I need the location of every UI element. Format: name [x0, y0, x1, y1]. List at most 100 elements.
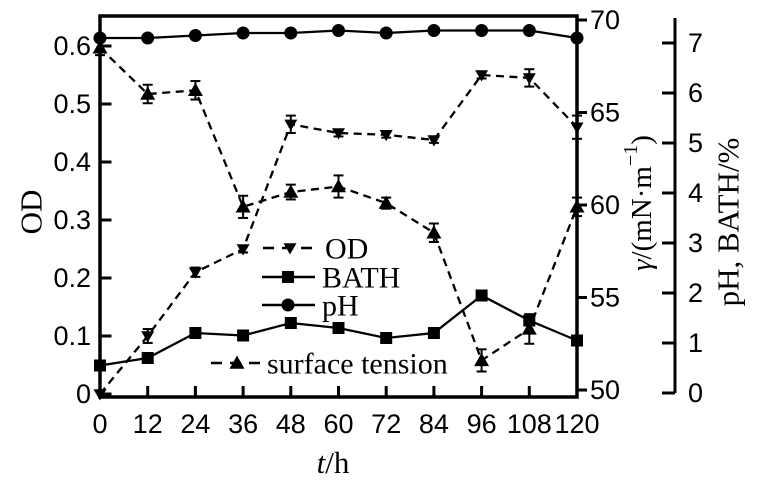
x-tick-label: 36 — [228, 409, 258, 439]
data-point-surface-tension — [378, 195, 394, 209]
legend-label-bath: BATH — [322, 262, 400, 295]
data-point-OD — [427, 135, 441, 147]
ph-bath-tick-label: 4 — [688, 178, 703, 208]
x-tick-label: 72 — [371, 409, 401, 439]
legend-marker-square — [282, 271, 294, 283]
y-right-inner-axis-title: γ/(mN·m−1) — [620, 135, 658, 271]
data-point-pH — [332, 24, 345, 37]
data-point-OD — [188, 267, 202, 279]
data-point-pH — [188, 29, 202, 42]
series-surface-tension — [92, 39, 585, 373]
x-tick-label: 108 — [507, 409, 552, 439]
data-point-OD — [570, 122, 584, 134]
x-tick-label: 84 — [419, 409, 449, 439]
ph-bath-tick-label: 6 — [688, 78, 703, 108]
y-left-tick-label: 0.4 — [53, 147, 91, 177]
x-tick-label: 48 — [276, 409, 306, 439]
x-axis-title-variable: t — [317, 445, 327, 480]
ph-bath-tick-label: 3 — [688, 228, 703, 258]
legend-symbols — [211, 243, 317, 369]
data-point-BATH — [380, 332, 393, 344]
data-point-OD — [332, 128, 345, 140]
data-point-BATH — [141, 352, 154, 364]
legend-marker-triangle-up — [229, 355, 245, 369]
data-point-pH — [522, 24, 536, 37]
x-tick-label: 24 — [180, 409, 210, 439]
data-point-OD — [522, 73, 536, 85]
x-tick-label: 96 — [467, 409, 497, 439]
data-point-pH — [284, 26, 298, 40]
data-point-BATH — [475, 289, 488, 302]
y-left-tick-label: 0 — [76, 379, 91, 409]
series-line — [99, 73, 578, 395]
data-point-pH — [427, 24, 441, 37]
data-point-surface-tension — [140, 86, 156, 100]
data-point-BATH — [94, 359, 106, 372]
gamma-tick-label: 55 — [590, 283, 620, 313]
legend-item-surface-tension — [211, 355, 263, 369]
data-point-surface-tension — [92, 40, 108, 54]
data-point-OD — [475, 70, 489, 82]
data-point-OD — [284, 119, 298, 131]
gamma-tick-label: 50 — [590, 375, 620, 405]
legend-label-ph: pH — [322, 290, 359, 323]
legend-item-OD — [263, 243, 317, 255]
gamma-unit-exponent: −1 — [620, 145, 642, 166]
y-right-outer-axis-title: pH, BATH/% — [711, 138, 746, 307]
legend-item-BATH — [262, 271, 315, 283]
plot-frame: 0 12 24 36 48 60 72 84 96 108 12000.10.20.30.40.50… — [53, 5, 703, 439]
gamma-unit: /(mN·m — [626, 166, 658, 260]
data-point-OD — [236, 244, 250, 256]
data-point-surface-tension — [235, 199, 251, 213]
data-point-pH — [475, 24, 489, 37]
data-point-surface-tension — [187, 82, 203, 96]
y-left-tick-label: 0.6 — [53, 31, 91, 61]
y-left-tick-label: 0.5 — [53, 89, 91, 119]
legend-label-od: OD — [325, 233, 368, 266]
ph-bath-tick-label: 7 — [688, 28, 703, 58]
legend-marker-circle — [281, 298, 295, 312]
legend-marker-triangle-down — [283, 243, 297, 255]
x-axis-title: t/h — [317, 445, 350, 480]
data-point-OD — [379, 130, 393, 142]
data-point-BATH — [189, 327, 202, 339]
gamma-tick-label: 60 — [590, 190, 620, 220]
ph-bath-tick-label: 2 — [688, 278, 703, 308]
data-point-OD — [141, 331, 155, 343]
series-pH — [93, 24, 584, 45]
gamma-unit-close: ) — [626, 135, 658, 145]
legend-label-surface-tension: surface tension — [267, 348, 448, 381]
data-point-surface-tension — [331, 179, 346, 193]
data-point-pH — [570, 31, 584, 45]
gamma-tick-label: 65 — [590, 98, 620, 128]
data-point-surface-tension — [474, 352, 490, 367]
data-point-pH — [141, 31, 155, 45]
data-point-surface-tension — [521, 321, 537, 335]
ph-bath-tick-label: 0 — [688, 378, 703, 408]
data-point-surface-tension — [283, 184, 299, 198]
x-tick-label: 12 — [133, 409, 163, 439]
y-left-axis-title: OD — [14, 190, 49, 235]
y-left-tick-label: 0.3 — [53, 205, 91, 235]
x-tick-label: 120 — [554, 409, 599, 439]
ph-bath-tick-label: 1 — [688, 328, 703, 358]
ph-bath-tick-label: 5 — [688, 128, 703, 158]
data-point-pH — [236, 26, 250, 40]
x-tick-label: 60 — [323, 409, 353, 439]
data-point-OD — [93, 389, 107, 401]
data-point-pH — [379, 26, 393, 40]
x-axis-title-unit: /h — [325, 445, 350, 480]
data-point-surface-tension — [426, 225, 442, 239]
legend-item-pH — [262, 298, 315, 312]
series-OD — [93, 68, 584, 401]
plot-border — [98, 14, 579, 399]
y-left-tick-label: 0.1 — [53, 321, 91, 351]
gamma-tick-label: 70 — [590, 5, 620, 35]
gamma-symbol: γ — [626, 258, 658, 271]
data-point-BATH — [284, 317, 297, 329]
data-point-surface-tension — [569, 199, 585, 213]
data-point-BATH — [237, 329, 250, 342]
data-point-BATH — [571, 334, 583, 347]
